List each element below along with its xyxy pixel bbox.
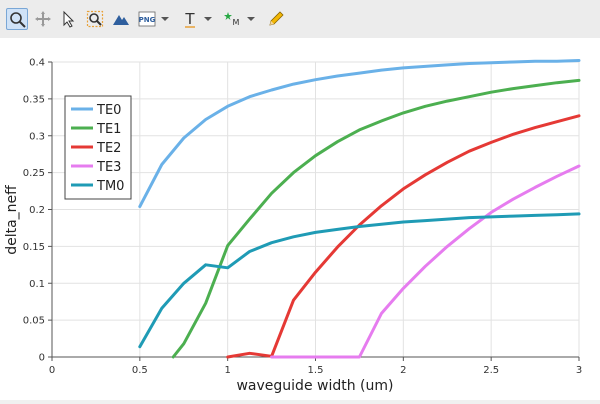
chevron-down-icon [161,17,169,21]
pencil-button[interactable] [265,8,287,30]
legend-label-te0: TE0 [96,103,121,118]
text-tool-dropdown[interactable] [202,8,214,30]
y-tick-label: 0.3 [29,131,45,142]
png-export-label: PNG [139,16,156,24]
png-export-button[interactable]: PNG [136,8,158,30]
x-tick-label: 3 [576,365,582,376]
x-tick-label: 2 [400,365,406,376]
x-tick-label: 1.5 [308,365,324,376]
series-line-te3[interactable] [270,164,581,359]
pencil-icon [269,11,284,26]
marker-tool-label: M [233,18,240,27]
x-tick-label: 1 [224,365,230,376]
png-export-dropdown[interactable] [159,8,171,30]
series-line-te1[interactable] [171,78,581,359]
zoom-icon [10,12,26,28]
text-tool-icon: T [184,10,195,28]
legend-label-te1: TE1 [96,122,121,137]
chevron-down-icon [247,17,255,21]
y-tick-label: 0.4 [29,58,45,69]
mountain-icon [113,15,129,25]
line-chart[interactable]: 0 0.5 1 1.5 2 2.5 3 0 0.05 0.1 0.15 0.2 0.25 0.3 0.35 0… [0,40,600,400]
marker-tool-icon: M [224,12,240,27]
series-lines [138,59,581,359]
zoom-fit-button[interactable] [84,8,106,30]
zoom-fit-icon [86,10,104,28]
y-tick-label: 0.35 [23,94,45,105]
marker-tool-dropdown[interactable] [245,8,257,30]
png-export-icon: PNG [138,11,156,27]
pan-icon [35,11,51,27]
series-line-te0[interactable] [138,59,581,209]
select-arrow-button[interactable] [58,8,80,30]
mountain-button[interactable] [110,8,132,30]
chart-background [0,40,600,400]
legend-label-tm0: TM0 [96,179,124,194]
y-tick-label: 0.25 [23,168,45,179]
legend-label-te3: TE3 [96,160,121,175]
x-axis-label: waveguide width (um) [236,378,393,394]
y-tick-label: 0 [39,353,45,364]
legend[interactable]: TE0 TE1 TE2 TE3 TM0 [64,95,132,200]
x-tick-label: 0 [49,365,55,376]
text-tool-button[interactable]: T [179,8,201,30]
y-axis-label: delta_neff [4,185,20,255]
select-arrow-icon [63,10,75,28]
x-tick-label: 2.5 [483,365,499,376]
legend-label-te2: TE2 [96,141,121,156]
pan-button[interactable] [32,8,54,30]
y-tick-label: 0.1 [29,279,45,290]
zoom-button[interactable] [6,8,28,30]
series-line-te2[interactable] [226,114,581,359]
series-line-tm0[interactable] [138,212,581,349]
y-tick-label: 0.15 [23,242,45,253]
x-tick-label: 0.5 [132,365,148,376]
y-tick-label: 0.05 [23,316,45,327]
toolbar: PNG T M [0,0,600,38]
chevron-down-icon [204,17,212,21]
y-tick-label: 0.2 [29,205,45,216]
marker-tool-button[interactable]: M [222,8,244,30]
text-tool-label: T [184,10,195,28]
plot-area: 0 0.5 1 1.5 2 2.5 3 0 0.05 0.1 0.15 0.2 0.25 0.3 0.35 0… [0,40,600,400]
